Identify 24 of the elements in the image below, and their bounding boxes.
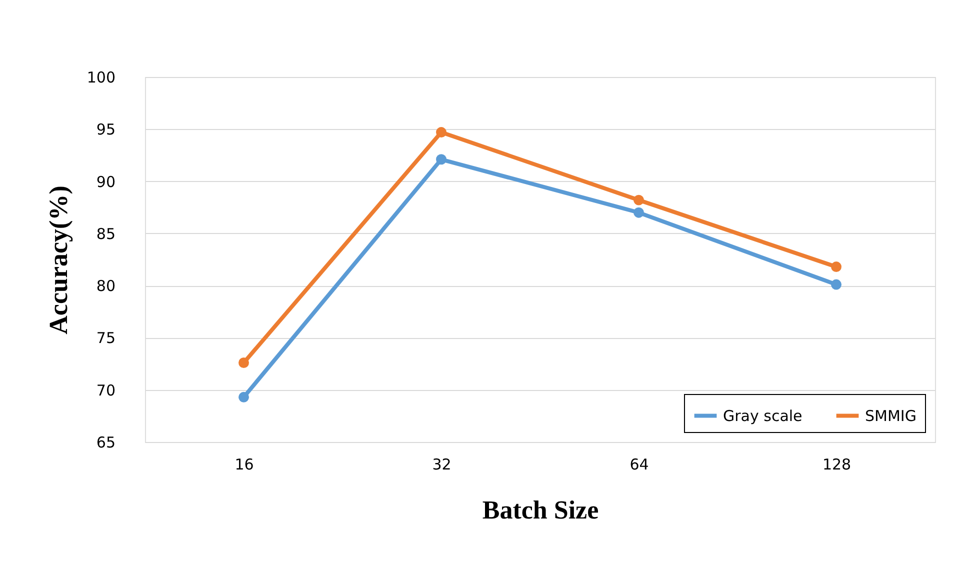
point <box>436 127 446 138</box>
legend-label: Gray scale <box>723 406 802 425</box>
point <box>634 194 644 206</box>
x-tick-label: 64 <box>630 456 649 474</box>
y-axis-title: Accuracy(%) <box>44 186 73 334</box>
y-tick-label: 75 <box>96 329 116 348</box>
point <box>831 279 842 290</box>
y-tick-label: 80 <box>96 277 116 296</box>
point <box>831 262 842 272</box>
point <box>238 358 249 368</box>
point <box>634 207 644 218</box>
y-tick-label: 90 <box>96 172 116 191</box>
legend-label: SMMIG <box>865 406 916 425</box>
x-tick-label: 16 <box>234 456 254 474</box>
y-tick-label: 70 <box>96 381 116 400</box>
point <box>436 154 446 165</box>
x-axis-title: Batch Size <box>482 496 599 524</box>
y-tick-label: 85 <box>96 224 116 243</box>
point <box>238 392 249 402</box>
x-tick-label: 32 <box>432 456 452 474</box>
y-tick-label: 95 <box>96 120 116 139</box>
y-tick-label: 100 <box>86 68 116 86</box>
y-tick-label: 65 <box>96 434 116 452</box>
x-tick-label: 128 <box>822 456 852 474</box>
